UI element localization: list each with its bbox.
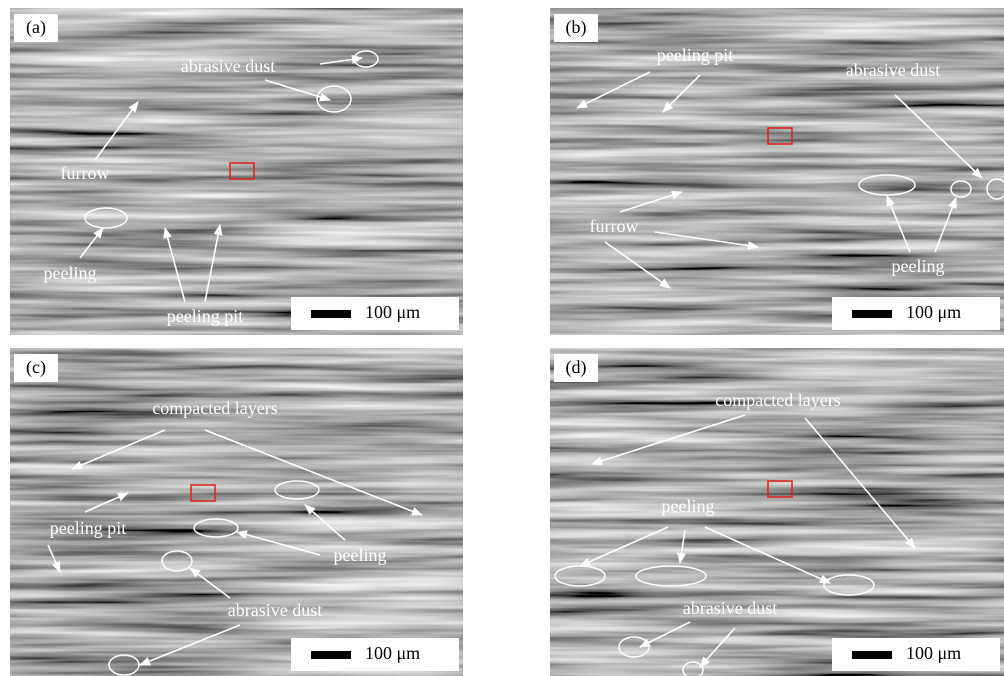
scale-bar bbox=[311, 651, 351, 659]
annotation: furrow bbox=[590, 216, 639, 236]
annotation: abrasive dust bbox=[846, 60, 940, 80]
panel-label: (a) bbox=[26, 17, 46, 38]
scale-label: 100 μm bbox=[906, 302, 961, 322]
scale-bar bbox=[311, 310, 351, 318]
panel: (c) compacted layers peeling pit peeling abr… bbox=[10, 348, 463, 676]
panel: (d) compacted layers peeling abrasive dust 1… bbox=[550, 348, 1004, 676]
panel-label: (b) bbox=[566, 17, 587, 38]
annotation: abrasive dust bbox=[228, 600, 322, 620]
scale-bar bbox=[852, 651, 892, 659]
panel-label: (d) bbox=[566, 357, 587, 378]
micrograph bbox=[550, 8, 1004, 335]
scale-label: 100 μm bbox=[365, 302, 420, 322]
annotation: compacted layers bbox=[152, 398, 277, 418]
annotation: furrow bbox=[61, 163, 110, 183]
annotation: peeling pit bbox=[167, 306, 243, 326]
annotation: abrasive dust bbox=[683, 598, 777, 618]
annotation: abrasive dust bbox=[181, 56, 275, 76]
annotation: peeling bbox=[44, 263, 97, 283]
annotation: peeling bbox=[334, 545, 387, 565]
panel-label: (c) bbox=[26, 357, 46, 378]
annotation: peeling pit bbox=[50, 518, 126, 538]
annotation: peeling bbox=[892, 256, 945, 276]
panel: (b) peeling pit abrasive dust furrow peeling… bbox=[550, 8, 1004, 335]
panel: (a) abrasive dust furrow peeling peeling pit… bbox=[10, 8, 463, 335]
annotation: peeling pit bbox=[657, 45, 733, 65]
figure: (a) abrasive dust furrow peeling peeling pit… bbox=[0, 0, 1004, 676]
scale-label: 100 μm bbox=[906, 643, 961, 663]
scale-label: 100 μm bbox=[365, 643, 420, 663]
scale-bar bbox=[852, 310, 892, 318]
annotation: peeling bbox=[662, 496, 715, 516]
annotation: compacted layers bbox=[715, 390, 840, 410]
